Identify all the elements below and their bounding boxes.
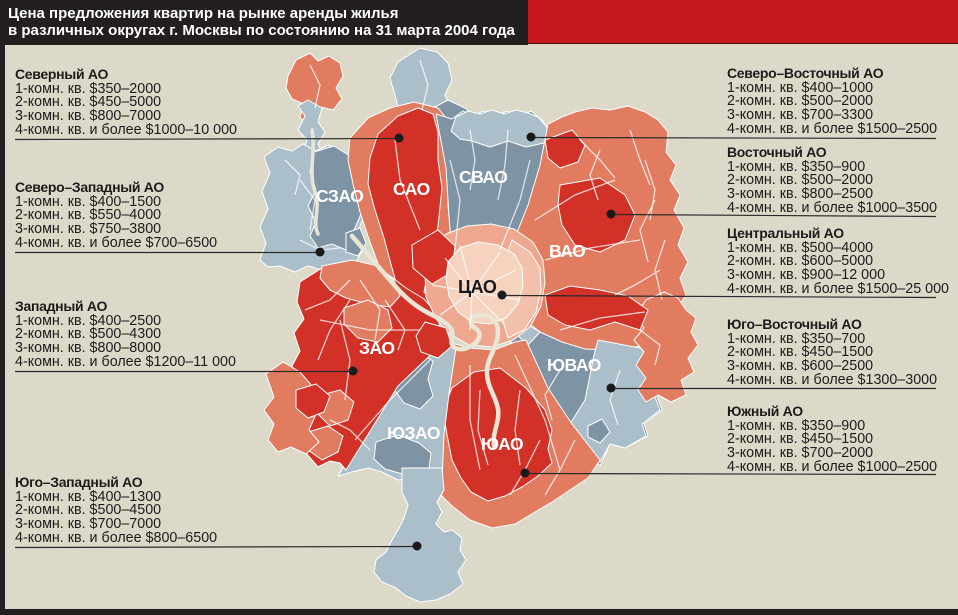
svg-text:САО: САО [393, 179, 430, 199]
svg-text:ЮВАО: ЮВАО [547, 355, 601, 375]
svg-text:ВАО: ВАО [549, 241, 585, 261]
svg-text:ЮЗАО: ЮЗАО [387, 423, 440, 443]
svg-text:ЦАО: ЦАО [458, 277, 497, 297]
svg-text:ЮАО: ЮАО [481, 434, 523, 454]
svg-text:СЗАО: СЗАО [316, 186, 363, 206]
svg-text:СВАО: СВАО [459, 167, 507, 187]
svg-text:ЗАО: ЗАО [359, 338, 394, 358]
